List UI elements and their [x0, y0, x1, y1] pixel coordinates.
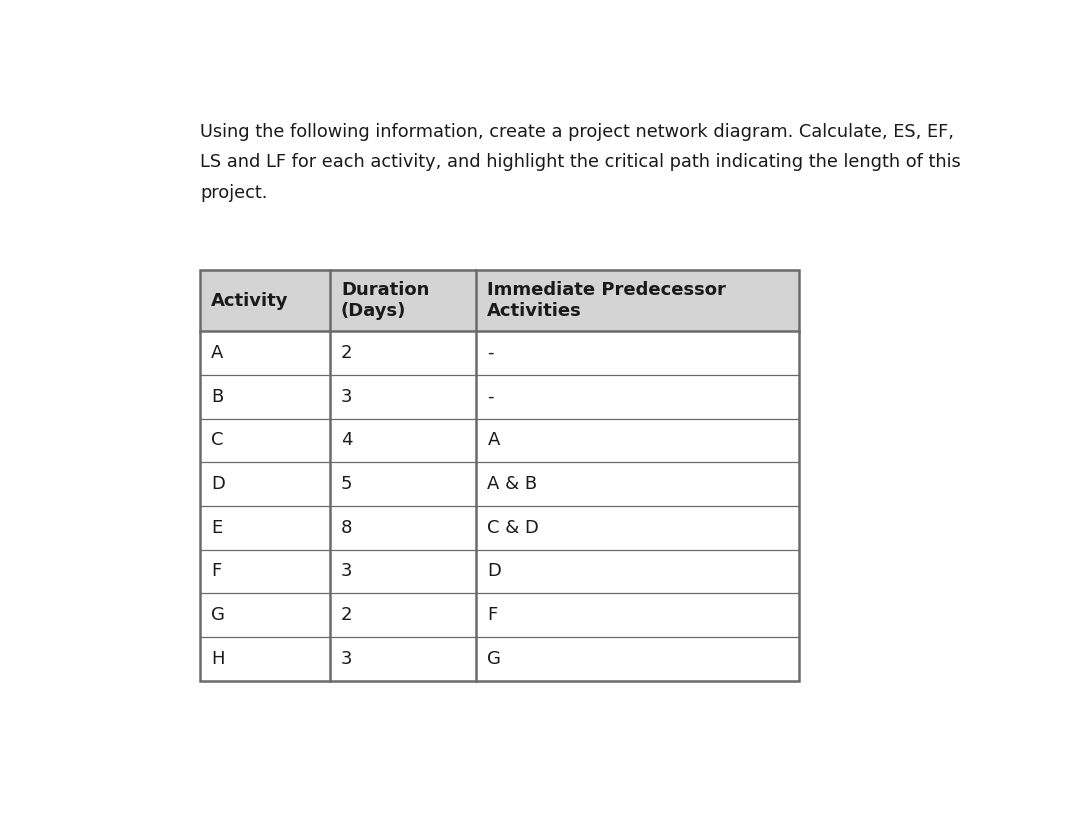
Text: 3: 3	[341, 562, 352, 580]
Text: Using the following information, create a project network diagram. Calculate, ES: Using the following information, create …	[200, 123, 955, 141]
Text: Immediate Predecessor
Activities: Immediate Predecessor Activities	[487, 281, 726, 320]
Text: A & B: A & B	[487, 475, 538, 493]
Text: project.: project.	[200, 184, 268, 202]
Text: 5: 5	[341, 475, 352, 493]
Text: B: B	[212, 388, 224, 406]
Bar	[200, 331, 799, 375]
Bar	[200, 462, 799, 506]
Text: Activity: Activity	[212, 292, 288, 309]
Text: A: A	[487, 431, 500, 450]
Bar	[200, 550, 799, 593]
Text: C: C	[212, 431, 224, 450]
Text: G: G	[487, 650, 501, 668]
Text: F: F	[487, 606, 498, 624]
Text: -: -	[487, 344, 494, 362]
Text: D: D	[487, 562, 501, 580]
Bar	[200, 637, 799, 681]
Text: 3: 3	[341, 650, 352, 668]
Bar	[200, 270, 799, 331]
Text: 2: 2	[341, 606, 352, 624]
Text: G: G	[212, 606, 225, 624]
Text: C & D: C & D	[487, 519, 539, 537]
Text: H: H	[212, 650, 225, 668]
Text: LS and LF for each activity, and highlight the critical path indicating the leng: LS and LF for each activity, and highlig…	[200, 153, 961, 171]
Text: Duration
(Days): Duration (Days)	[341, 281, 429, 320]
Text: 8: 8	[341, 519, 352, 537]
Bar	[200, 593, 799, 637]
Bar	[200, 506, 799, 550]
Bar	[200, 419, 799, 462]
Text: F: F	[212, 562, 221, 580]
Text: 3: 3	[341, 388, 352, 406]
Bar	[200, 375, 799, 419]
Bar	[200, 270, 799, 681]
Text: -: -	[487, 388, 494, 406]
Text: E: E	[212, 519, 222, 537]
Text: 2: 2	[341, 344, 352, 362]
Text: 4: 4	[341, 431, 352, 450]
Text: D: D	[212, 475, 225, 493]
Text: A: A	[212, 344, 224, 362]
